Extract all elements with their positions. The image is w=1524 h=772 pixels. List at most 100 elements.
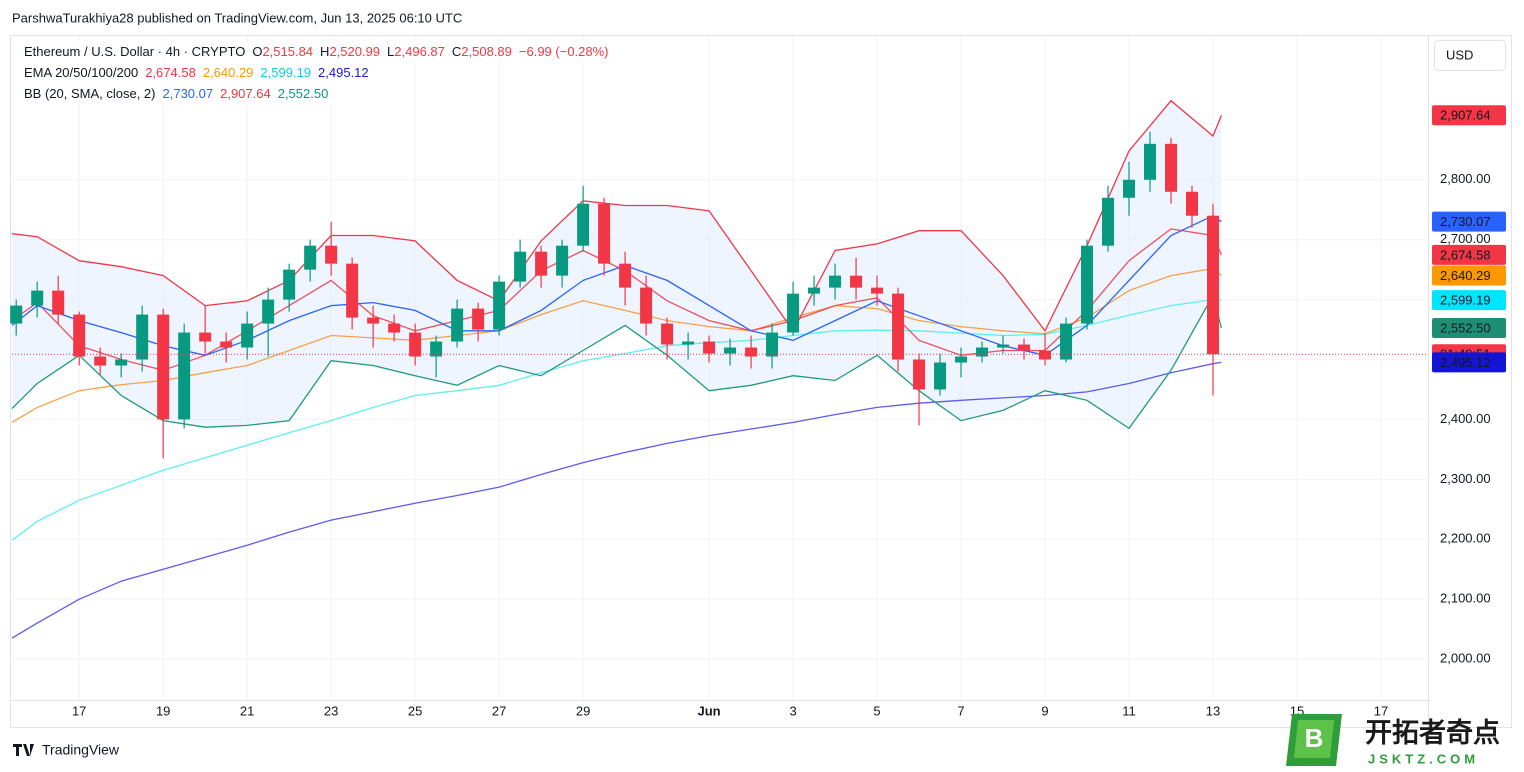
band-fill [12,100,1222,429]
price-tag-text: 2,552.50 [1440,320,1491,335]
x-tick-label: 13 [1206,703,1220,718]
candle-body [73,314,86,357]
price-tag [1432,211,1506,232]
candle-body [493,281,506,330]
x-tick-label: Jun [698,703,721,718]
legend-backdrop [16,84,335,104]
y-tick-label: 2,400.00 [1440,411,1491,426]
legend-backdrop [16,42,615,62]
legend-part: H [320,44,329,59]
legend-part: 2,552.50 [278,86,329,101]
x-tick-label: 11 [1122,703,1136,718]
candle-body [577,203,590,246]
candle-body [1165,143,1178,192]
currency-button[interactable] [1434,40,1506,71]
price-tag [1432,265,1506,286]
price-tag [1432,105,1506,126]
candle-body [199,332,212,342]
candle-body [1102,197,1115,246]
legend-row: BB (20, SMA, close, 2) 2,730.07 2,907.64 2,… [24,86,328,101]
price-tag [1432,244,1506,265]
candle-body [514,251,527,282]
legend-part: 2,730.07 [163,86,214,101]
y-tick-label: 2,200.00 [1440,531,1491,546]
currency-label: USD [1446,47,1473,62]
legend-part: O [252,44,262,59]
candle-body [1039,350,1052,360]
y-tick-label: 2,300.00 [1440,471,1491,486]
x-tick-label: 25 [408,703,422,718]
candle-body [31,290,44,306]
legend-part: 2,496.87 [394,44,445,59]
candle-body [892,293,905,360]
candle-body [409,332,422,357]
plot-area: 17 19 21 23 25 27 29 Jun 3 5 7 9 11 13 15 172,000.002,1… [10,36,1506,718]
brand: TradingView [13,742,120,758]
candle-body [1206,215,1219,355]
price-tag-text: 2,640.29 [1440,268,1491,283]
legend-part: 2,640.29 [203,65,254,80]
candle-body [241,323,254,348]
candle-body [304,245,317,270]
y-tick-label: 2,800.00 [1440,171,1491,186]
candle-body [976,347,989,357]
candle-body [661,323,674,345]
legend: Ethereum / U.S. Dollar · 4h · CRYPTO O2,5… [16,42,615,104]
x-tick-label: 3 [789,703,796,718]
candle-body [535,251,548,276]
candle-body [451,308,464,342]
legend-backdrop [16,63,375,83]
price-tag-text: 2,495.12 [1440,355,1491,370]
candle-body [955,356,968,363]
candle-body [1186,191,1198,216]
candle-body [1144,143,1157,180]
x-tick-label: 29 [576,703,590,718]
watermark-site: JSKTZ.COM [1368,751,1479,766]
legend-part: 2,495.12 [318,65,369,80]
candle-body [94,356,107,366]
candle-body [619,263,632,288]
candle-body [913,359,926,390]
legend-part: EMA 20/50/100/200 [24,65,138,80]
candle-body [829,275,842,288]
x-tick-label: 17 [1374,703,1388,718]
watermark-name: 开拓者奇点 [1365,718,1500,748]
candle-body [262,299,275,324]
candle-body [430,341,443,357]
legend-part: C [452,44,461,59]
candle-body [157,314,170,420]
price-tag-text: 2,674.58 [1440,247,1491,262]
candle-body [220,341,233,348]
candle-body [997,344,1010,348]
publish-note: ParshwaTurakhiya28 published on TradingV… [12,10,462,25]
x-tick-label: 5 [873,703,880,718]
legend-part: 2,907.64 [220,86,271,101]
candle-body [1123,179,1136,198]
brand-name: TradingView [42,742,120,758]
candle-body [871,287,884,294]
candle-body [808,287,821,294]
watermark-logo-front [1294,720,1334,758]
candle-body [1060,323,1073,360]
candle-body [346,263,359,318]
price-tag-text: 2,907.64 [1440,108,1491,123]
x-tick-label: 19 [156,703,170,718]
price-tag-text: 2,730.07 [1440,214,1491,229]
y-tick-label: 2,100.00 [1440,591,1491,606]
price-tag [1432,290,1506,311]
legend-part: L [387,44,394,59]
x-tick-label: 7 [957,703,964,718]
candle-body [598,203,611,264]
candle-body [472,308,485,330]
candle-body [682,341,695,345]
legend-part: 2,508.89 [461,44,512,59]
candle-body [703,341,716,354]
candle-body [178,332,191,420]
candle-body [10,305,23,324]
x-tick-label: 9 [1041,703,1048,718]
brand-logo [13,744,34,756]
candle-body [367,317,380,324]
candle-body [724,347,737,354]
y-tick-label: 2,700.00 [1440,231,1491,246]
